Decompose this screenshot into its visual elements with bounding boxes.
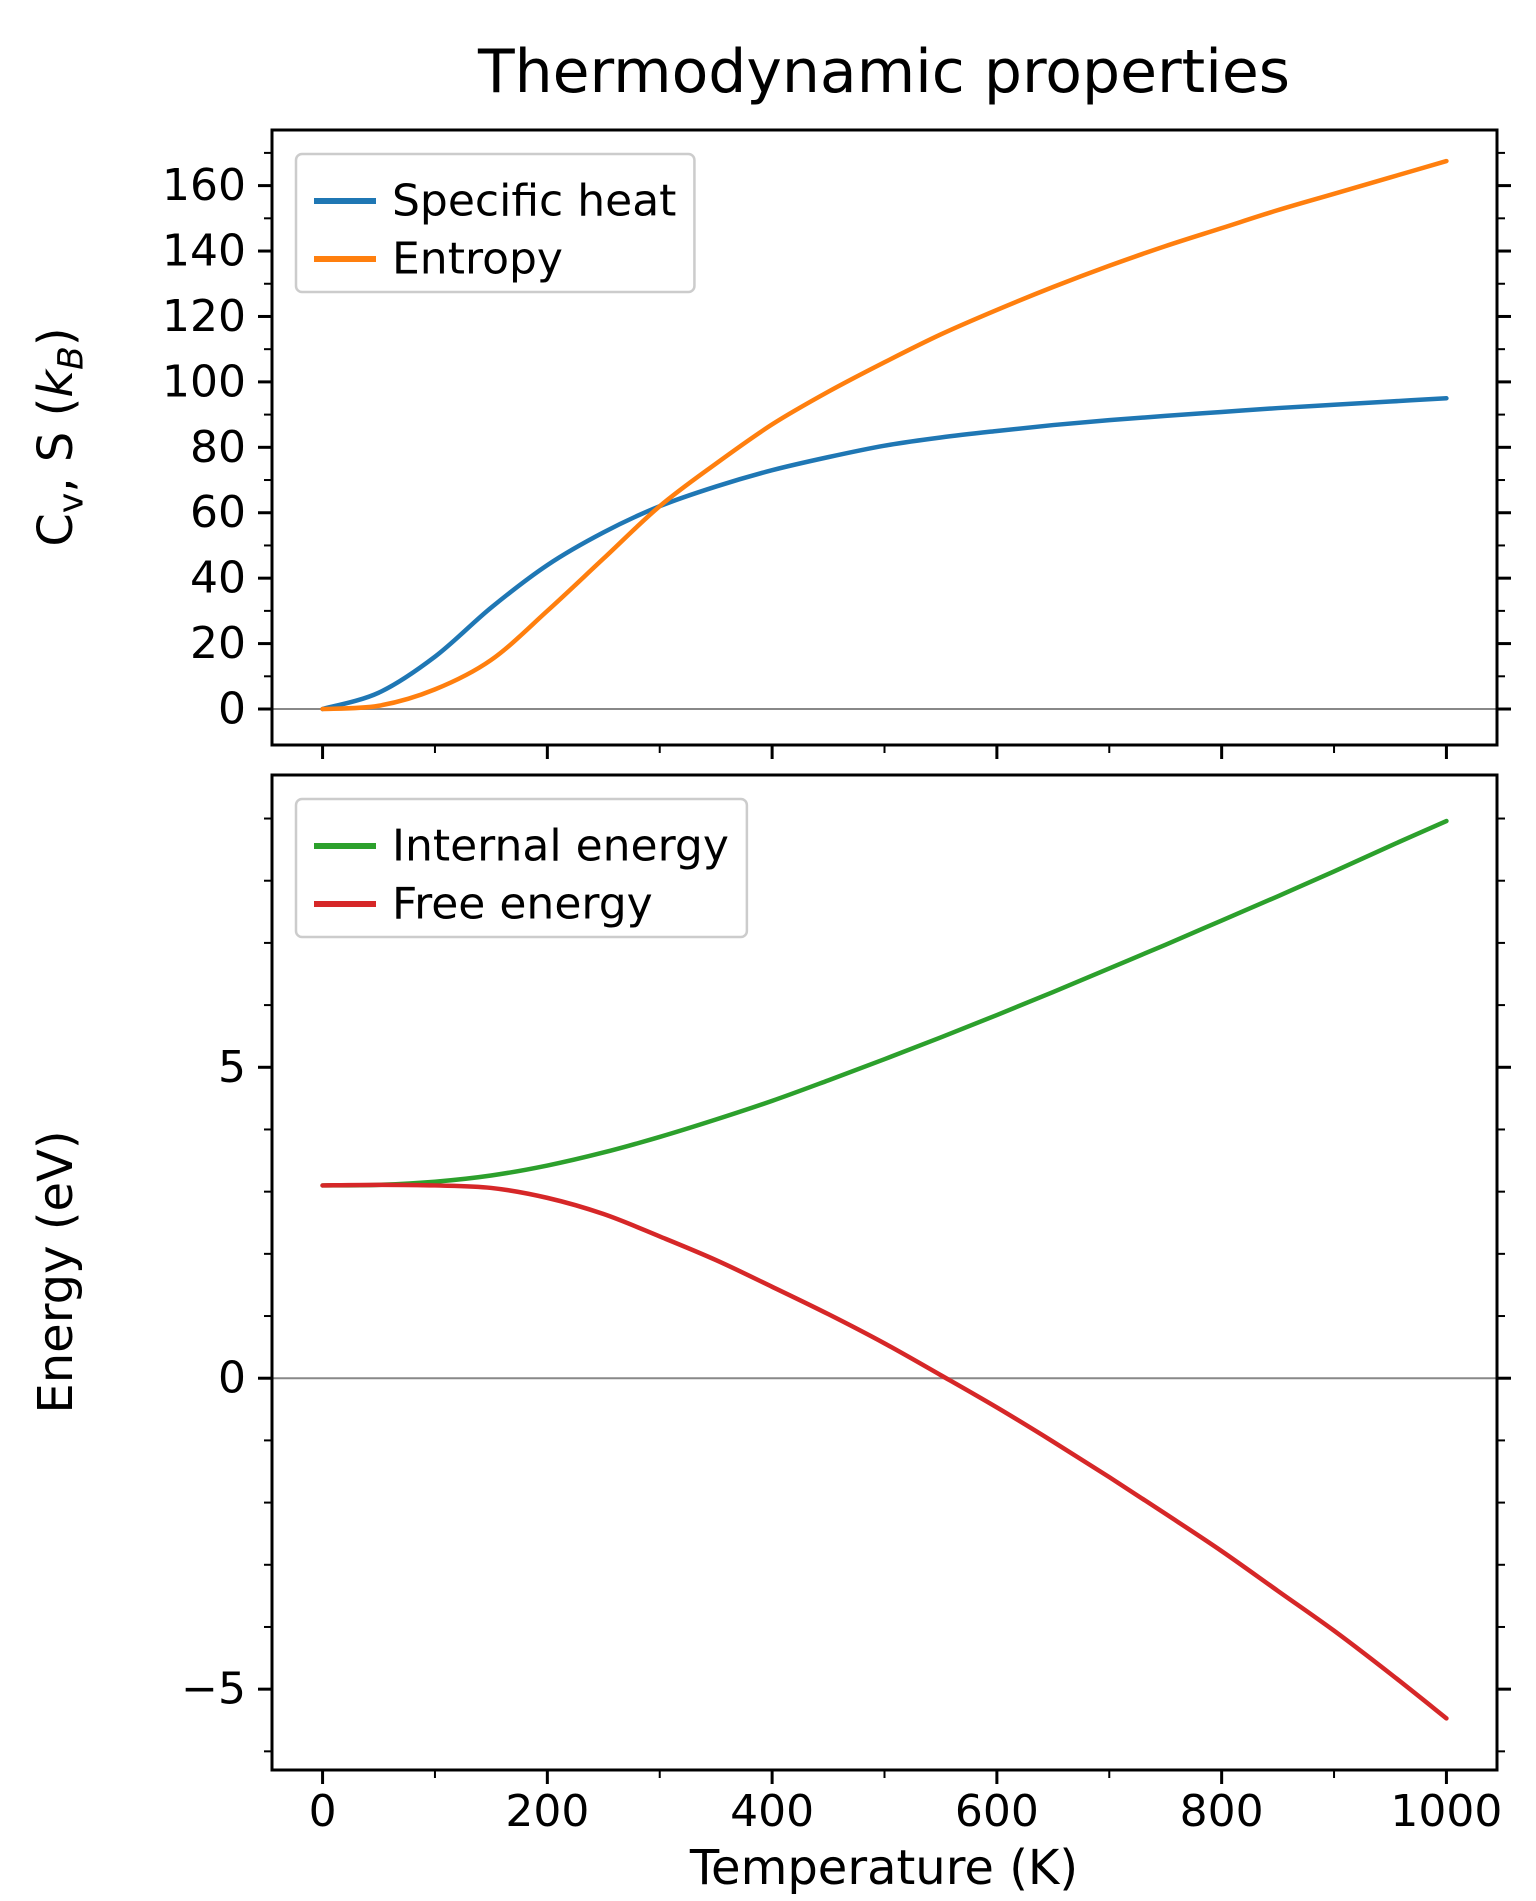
legend-label-specific-heat: Specific heat — [392, 176, 676, 227]
x-tick-label: 1000 — [1390, 1786, 1502, 1837]
y-tick-label: 20 — [190, 618, 246, 669]
bottom-panel: −5 0 5 0 200 400 600 800 1000 Internal energy Free… — [181, 773, 1511, 1837]
y-tick-label: 0 — [218, 684, 246, 735]
tick-marks — [258, 151, 1511, 759]
series-line-entropy — [320, 158, 1449, 712]
x-axis-label: Temperature (K) — [689, 1840, 1078, 1896]
y-tick-label: 5 — [218, 1042, 246, 1093]
legend-frame — [294, 152, 696, 294]
legend-label-free-energy: Free energy — [392, 879, 653, 930]
x-tick-label: 200 — [505, 1786, 589, 1837]
y-tick-label: 80 — [190, 422, 246, 473]
series-line-specific-heat — [320, 395, 1449, 712]
x-tick-label: 800 — [1180, 1786, 1264, 1837]
y-tick-label: 0 — [218, 1353, 246, 1404]
legend-frame — [294, 797, 749, 939]
x-tick-label: 0 — [309, 1786, 337, 1837]
x-tick-label: 600 — [955, 1786, 1039, 1837]
y-tick-label: 160 — [162, 160, 246, 211]
y-tick-label: 100 — [162, 356, 246, 407]
bottom-y-axis-label: Energy (eV) — [28, 1130, 84, 1413]
figure-title: Thermodynamic properties — [477, 37, 1290, 107]
x-tick-labels: 0 200 400 600 800 1000 — [309, 1786, 1503, 1837]
legend: Internal energy Free energy — [294, 797, 749, 939]
legend-label-internal-energy: Internal energy — [392, 821, 729, 872]
legend-label-entropy: Entropy — [392, 234, 563, 285]
top-panel: 0 20 40 60 80 100 120 140 160 Specific heat Entrop… — [162, 128, 1511, 759]
x-tick-label: 400 — [730, 1786, 814, 1837]
y-tick-label: 40 — [190, 553, 246, 604]
y-tick-labels: 0 20 40 60 80 100 120 140 160 — [162, 160, 246, 734]
y-tick-label: 140 — [162, 226, 246, 277]
series-line-internal-energy — [320, 818, 1449, 1188]
series-line-free-energy — [320, 1182, 1449, 1721]
y-tick-labels: −5 0 5 — [181, 1042, 246, 1715]
y-tick-label: 60 — [190, 487, 246, 538]
y-tick-label: −5 — [181, 1664, 246, 1715]
legend: Specific heat Entropy — [294, 152, 696, 294]
chart-panels: 0 20 40 60 80 100 120 140 160 Specific heat Entrop… — [162, 128, 1511, 1837]
y-tick-label: 120 — [162, 291, 246, 342]
tick-marks — [258, 817, 1511, 1784]
top-y-axis-label: Cv, S (kB) — [28, 327, 92, 546]
